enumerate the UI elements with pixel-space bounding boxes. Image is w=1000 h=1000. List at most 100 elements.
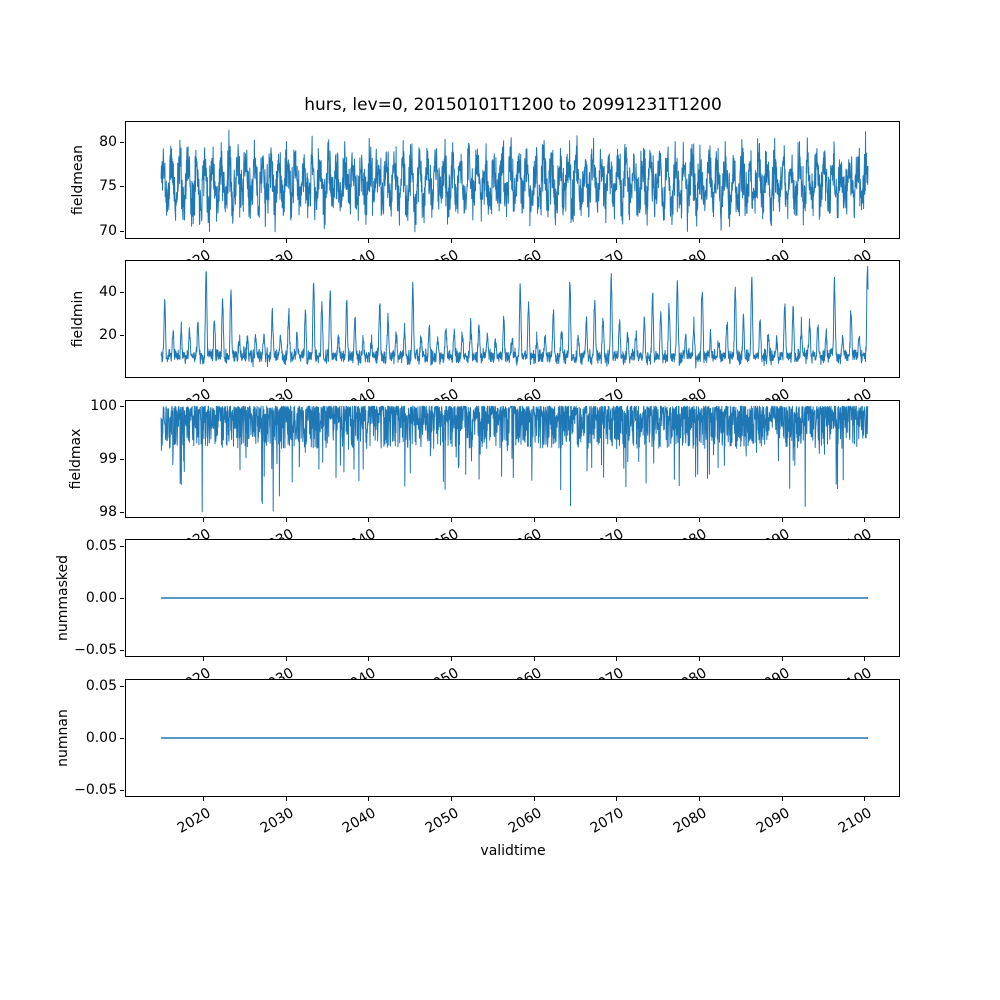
y-tick-label: 99 bbox=[99, 451, 117, 467]
x-tick-mark bbox=[699, 657, 701, 661]
x-tick-mark bbox=[864, 378, 866, 382]
fieldmean-line bbox=[160, 129, 869, 233]
x-tick-mark bbox=[616, 657, 618, 661]
x-tick-mark bbox=[533, 378, 535, 382]
y-tick-label: 100 bbox=[90, 398, 117, 415]
x-tick-mark bbox=[285, 378, 287, 382]
fieldmin-line bbox=[160, 265, 869, 369]
x-tick-mark bbox=[368, 657, 370, 661]
x-tick-mark bbox=[699, 518, 701, 522]
x-tick-mark bbox=[202, 518, 204, 522]
subplot-numnan: 2020 2030 2040 2050 2060 2070 2080 2090 2100 bbox=[125, 679, 900, 837]
numnan-line bbox=[161, 737, 868, 739]
y-tick-label: 80 bbox=[99, 133, 117, 150]
chart-title: hurs, lev=0, 20150101T1200 to 20991231T1… bbox=[304, 95, 722, 115]
x-tick-mark bbox=[285, 797, 287, 801]
y-tick-label: 70 bbox=[99, 222, 117, 239]
x-tick-mark bbox=[699, 239, 701, 243]
x-tick-mark bbox=[368, 797, 370, 801]
x-tick-mark bbox=[616, 797, 618, 801]
x-tick-mark bbox=[368, 239, 370, 243]
y-tick-label: 20 bbox=[99, 327, 117, 344]
nummasked-line bbox=[161, 597, 868, 599]
x-tick-mark bbox=[450, 657, 452, 661]
x-tick-mark bbox=[864, 657, 866, 661]
x-axis-label: validtime bbox=[480, 843, 546, 859]
x-tick-mark bbox=[450, 518, 452, 522]
x-tick-label: 2080 bbox=[670, 805, 710, 837]
y-tick-mark bbox=[120, 141, 124, 143]
y-tick-label: 75 bbox=[99, 178, 117, 195]
y-tick-mark bbox=[120, 598, 124, 599]
y-tick-label: −0.05 bbox=[74, 641, 117, 658]
y-tick-mark bbox=[120, 649, 124, 651]
x-tick-mark bbox=[864, 518, 866, 522]
x-tick-mark bbox=[202, 239, 204, 243]
y-tick-mark bbox=[120, 292, 124, 294]
x-tick-label: 2020 bbox=[174, 805, 214, 837]
x-tick-mark bbox=[368, 518, 370, 522]
x-tick-mark bbox=[616, 378, 618, 382]
x-tick-mark bbox=[450, 239, 452, 243]
y-tick-mark bbox=[120, 686, 124, 688]
x-tick-mark bbox=[533, 239, 535, 243]
x-tick-label: 2050 bbox=[422, 805, 462, 837]
x-tick-mark bbox=[450, 797, 452, 801]
y-tick-mark bbox=[120, 546, 124, 548]
ylabel-fieldmin: fieldmin bbox=[70, 290, 86, 348]
x-tick-mark bbox=[533, 657, 535, 661]
x-tick-mark bbox=[368, 378, 370, 382]
x-tick-mark bbox=[616, 239, 618, 243]
x-tick-mark bbox=[781, 657, 783, 661]
x-tick-label: 2090 bbox=[753, 805, 793, 837]
x-tick-mark bbox=[285, 657, 287, 661]
x-tick-mark bbox=[781, 797, 783, 801]
x-tick-mark bbox=[781, 378, 783, 382]
x-tick-mark bbox=[699, 797, 701, 801]
y-tick-mark bbox=[120, 186, 124, 188]
x-tick-label: 2040 bbox=[339, 805, 379, 837]
x-tick-mark bbox=[285, 518, 287, 522]
x-tick-mark bbox=[533, 797, 535, 801]
x-tick-mark bbox=[781, 518, 783, 522]
ylabel-fieldmax: fieldmax bbox=[68, 428, 84, 490]
ylabel-nummasked: nummasked bbox=[55, 554, 71, 642]
x-tick-mark bbox=[616, 518, 618, 522]
y-tick-label: 0.00 bbox=[85, 730, 117, 746]
x-tick-mark bbox=[202, 657, 204, 661]
x-tick-label: 2030 bbox=[257, 805, 297, 837]
ylabel-numnan: numnan bbox=[55, 709, 71, 767]
x-tick-mark bbox=[699, 378, 701, 382]
y-tick-label: 98 bbox=[99, 503, 117, 520]
ylabel-fieldmean: fieldmean bbox=[70, 145, 86, 215]
y-tick-mark bbox=[120, 406, 124, 408]
x-tick-label: 2060 bbox=[505, 805, 545, 837]
y-tick-mark bbox=[120, 511, 124, 513]
y-tick-label: 40 bbox=[99, 284, 117, 301]
y-tick-mark bbox=[120, 789, 124, 791]
fieldmax-line bbox=[160, 405, 869, 513]
x-tick-mark bbox=[864, 239, 866, 243]
x-tick-label: 2100 bbox=[836, 805, 875, 837]
x-tick-mark bbox=[202, 797, 204, 801]
x-tick-mark bbox=[285, 239, 287, 243]
y-tick-mark bbox=[120, 335, 124, 337]
x-tick-mark bbox=[864, 797, 866, 801]
y-tick-mark bbox=[120, 738, 124, 739]
y-tick-label: 0.05 bbox=[85, 538, 117, 555]
x-tick-mark bbox=[450, 378, 452, 382]
y-tick-mark bbox=[120, 230, 124, 232]
y-tick-label: −0.05 bbox=[74, 781, 117, 798]
x-tick-mark bbox=[781, 239, 783, 243]
y-tick-label: 0.00 bbox=[85, 590, 117, 606]
x-tick-mark bbox=[533, 518, 535, 522]
x-tick-mark bbox=[202, 378, 204, 382]
y-tick-label: 0.05 bbox=[85, 678, 117, 695]
x-tick-label: 2070 bbox=[587, 805, 627, 837]
y-tick-mark bbox=[120, 459, 124, 460]
